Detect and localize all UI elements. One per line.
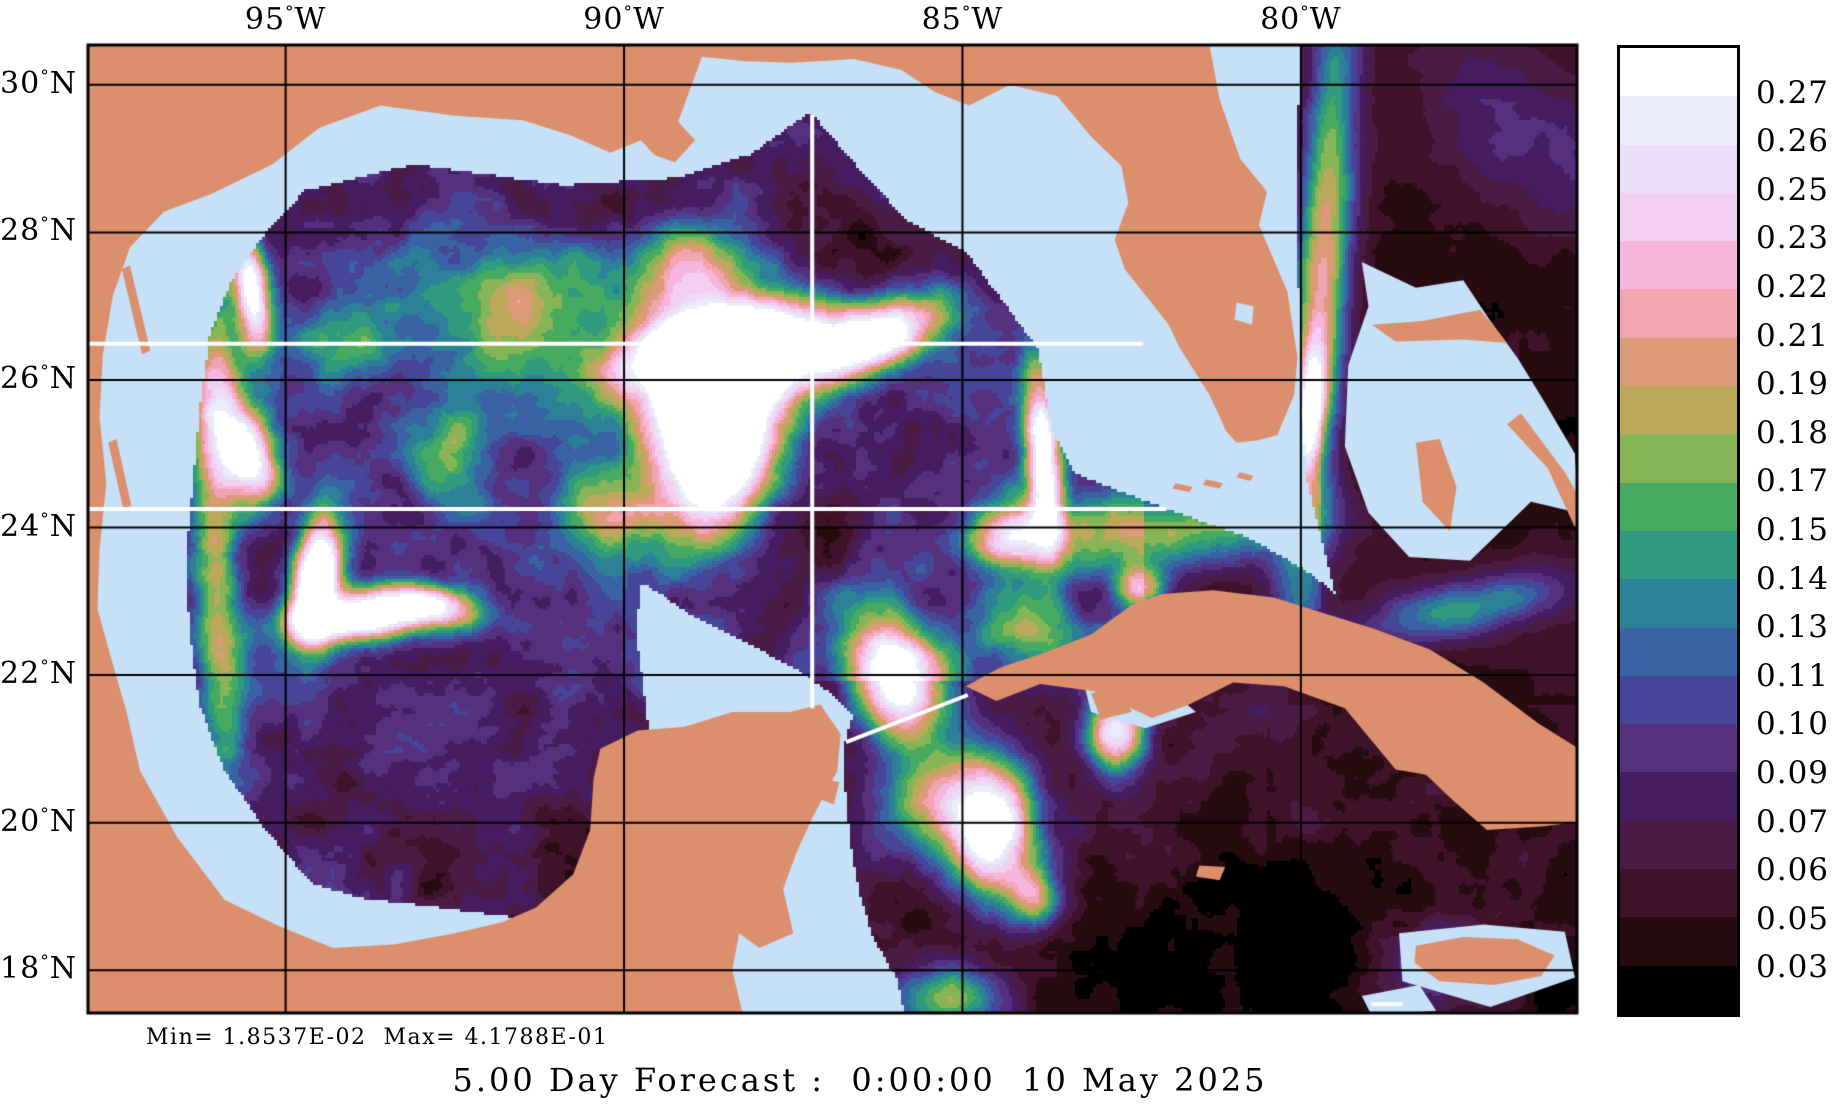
lon-tick-label: 85°W (921, 2, 1004, 37)
colorbar-tick-label: 0.10 (1756, 706, 1830, 743)
colorbar-block (1620, 289, 1737, 338)
colorbar-tick-label: 0.05 (1756, 900, 1830, 937)
colorbar-block (1620, 917, 1737, 966)
colorbar-tick-label: 0.09 (1756, 755, 1830, 791)
plot-title: 5.00 Day Forecast : 0:00:00 10 May 2025 (452, 1061, 1268, 1099)
colorbar-tick-label: 0.15 (1756, 512, 1830, 548)
colorbar-block (1620, 675, 1737, 725)
colorbar-block (1620, 192, 1737, 242)
colorbar-tick-label: 0.03 (1756, 949, 1830, 986)
lat-tick-label: 20°N (0, 803, 77, 839)
lat-tick-label: 18°N (0, 951, 77, 987)
lat-tick-label: 28°N (0, 213, 77, 249)
colorbar-tick-label: 0.11 (1756, 657, 1830, 694)
lat-tick-label: 24°N (0, 508, 77, 544)
lat-tick-label: 30°N (0, 65, 77, 101)
lon-tick-label: 90°W (583, 2, 665, 37)
colorbar-block (1620, 772, 1737, 821)
colorbar-block (1620, 434, 1737, 483)
colorbar-tick-label: 0.14 (1756, 560, 1830, 597)
colorbar-tick-label: 0.07 (1756, 803, 1830, 840)
colorbar-block (1620, 48, 1737, 97)
colorbar-block (1620, 530, 1737, 580)
colorbar-block (1620, 965, 1737, 1014)
colorbar-tick-label: 0.21 (1756, 317, 1830, 354)
colorbar-tick-label: 0.13 (1756, 609, 1830, 646)
colorbar-tick-label: 0.19 (1756, 366, 1830, 403)
lat-tick-label: 22°N (0, 656, 77, 692)
colorbar-tick-label: 0.25 (1756, 171, 1830, 208)
lat-tick-label: 26°N (0, 360, 77, 396)
colorbar-tick-label: 0.18 (1756, 414, 1830, 451)
colorbar-tick-label: 0.22 (1756, 269, 1830, 305)
colorbar (1617, 45, 1740, 1017)
min-max-stats: Min= 1.8537E-02 Max= 4.1788E-01 (146, 1025, 609, 1050)
colorbar-block (1620, 627, 1737, 676)
colorbar-tick-label: 0.06 (1756, 852, 1830, 889)
colorbar-block (1620, 820, 1737, 870)
lon-tick-label: 95°W (244, 2, 327, 37)
colorbar-block (1620, 386, 1737, 435)
colorbar-block (1620, 579, 1737, 628)
colorbar-block (1620, 241, 1737, 290)
colorbar-block (1620, 337, 1737, 387)
lon-tick-label: 80°W (1260, 2, 1342, 37)
colorbar-block (1620, 482, 1737, 531)
colorbar-tick-label: 0.23 (1756, 220, 1830, 257)
colorbar-block (1620, 869, 1737, 918)
colorbar-tick-label: 0.17 (1756, 463, 1830, 500)
colorbar-block (1620, 724, 1737, 773)
colorbar-block (1620, 144, 1737, 193)
colorbar-block (1620, 96, 1737, 145)
colorbar-tick-label: 0.26 (1756, 123, 1830, 160)
colorbar-tick-label: 0.27 (1756, 74, 1830, 111)
